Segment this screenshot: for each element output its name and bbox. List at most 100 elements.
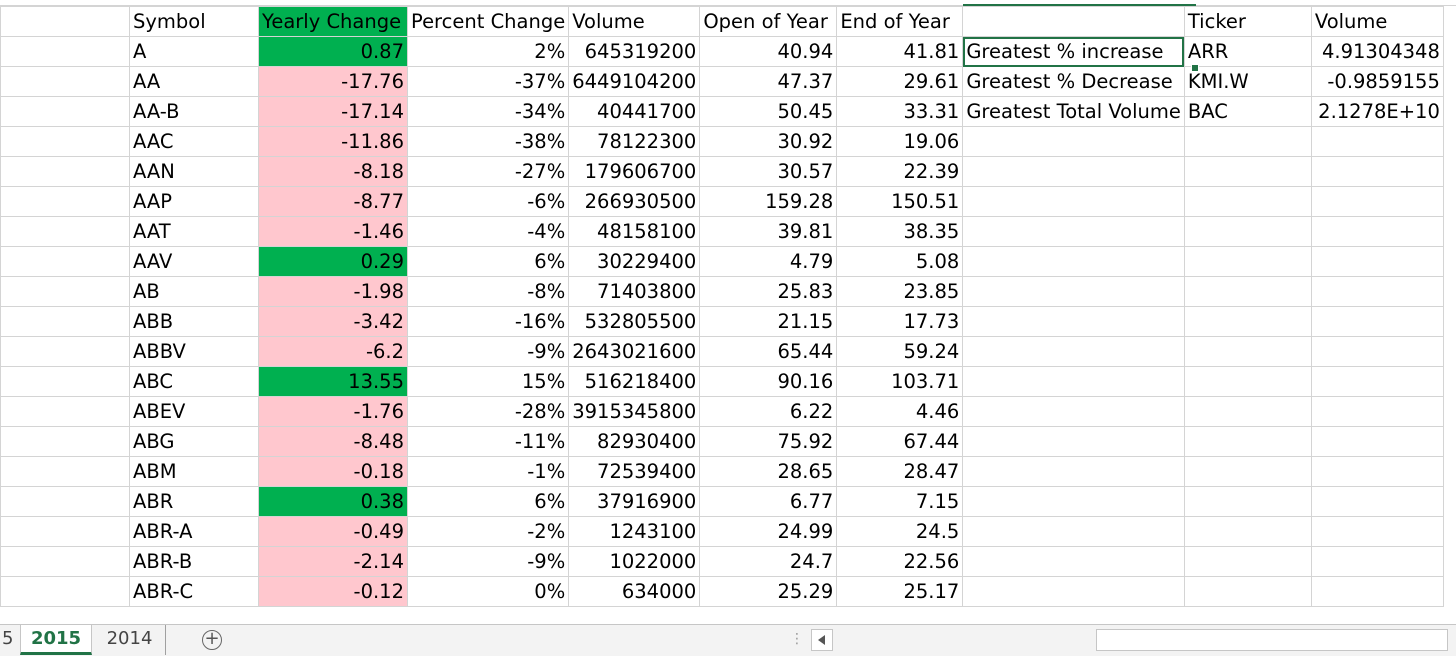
open-of-year-cell[interactable]: 50.45 <box>699 96 838 127</box>
symbol-cell[interactable]: ABB <box>129 306 259 337</box>
open-of-year-cell[interactable]: 47.37 <box>699 66 838 97</box>
summary-ticker-cell[interactable]: BAC <box>1183 96 1312 127</box>
percent-change-cell[interactable]: -34% <box>406 96 570 127</box>
percent-change-cell[interactable]: -38% <box>406 126 570 157</box>
empty-cell[interactable] <box>962 516 1185 547</box>
percent-change-cell[interactable]: -11% <box>406 426 570 457</box>
volume-cell[interactable]: 30229400 <box>568 246 701 277</box>
empty-cell[interactable] <box>1183 366 1312 397</box>
open-of-year-cell[interactable]: 25.29 <box>699 576 838 607</box>
empty-cell[interactable] <box>0 426 130 457</box>
symbol-cell[interactable]: AAV <box>129 246 259 277</box>
empty-cell[interactable] <box>962 246 1185 277</box>
splitter-dots-icon[interactable]: ⋮ <box>790 631 804 647</box>
empty-cell[interactable] <box>1310 216 1444 247</box>
end-of-year-cell[interactable]: 7.15 <box>836 486 964 517</box>
summary-value-cell[interactable]: 2.1278E+10 <box>1310 96 1444 127</box>
volume-cell[interactable]: 82930400 <box>568 426 701 457</box>
percent-change-cell[interactable]: 2% <box>406 36 570 67</box>
empty-cell[interactable] <box>1183 456 1312 487</box>
volume-cell[interactable]: 78122300 <box>568 126 701 157</box>
empty-cell[interactable] <box>0 246 130 277</box>
symbol-cell[interactable]: AA-B <box>129 96 259 127</box>
yearly-change-cell[interactable]: -2.14 <box>258 546 408 577</box>
open-of-year-cell[interactable]: 90.16 <box>699 366 838 397</box>
empty-cell[interactable] <box>1310 576 1444 607</box>
volume-cell[interactable]: 71403800 <box>568 276 701 307</box>
empty-cell[interactable] <box>0 366 130 397</box>
empty-cell[interactable] <box>1183 426 1312 457</box>
empty-cell[interactable] <box>0 306 130 337</box>
yearly-change-cell[interactable]: -1.98 <box>258 276 408 307</box>
empty-cell[interactable] <box>1183 486 1312 517</box>
empty-cell[interactable] <box>1183 546 1312 577</box>
yearly-change-cell[interactable]: 0.29 <box>258 246 408 277</box>
empty-cell[interactable] <box>1310 126 1444 157</box>
yearly-change-cell[interactable]: -1.76 <box>258 396 408 427</box>
summary-label-cell[interactable]: Greatest % increase <box>962 36 1185 67</box>
empty-cell[interactable] <box>962 426 1185 457</box>
end-of-year-cell[interactable]: 103.71 <box>836 366 964 397</box>
empty-cell[interactable] <box>1183 246 1312 277</box>
symbol-cell[interactable]: AAN <box>129 156 259 187</box>
tab-2015[interactable]: 2015 <box>20 625 92 655</box>
empty-cell[interactable] <box>1310 156 1444 187</box>
percent-change-cell[interactable]: -1% <box>406 456 570 487</box>
open-of-year-cell[interactable]: 24.99 <box>699 516 838 547</box>
end-of-year-cell[interactable]: 22.39 <box>836 156 964 187</box>
empty-cell[interactable] <box>1310 486 1444 517</box>
empty-cell[interactable] <box>962 546 1185 577</box>
tab-2014[interactable]: 2014 <box>94 625 166 655</box>
percent-change-cell[interactable]: -37% <box>406 66 570 97</box>
symbol-cell[interactable]: AAT <box>129 216 259 247</box>
symbol-cell[interactable]: ABR-B <box>129 546 259 577</box>
empty-cell[interactable] <box>0 546 130 577</box>
empty-cell[interactable] <box>1310 186 1444 217</box>
empty-cell[interactable] <box>0 186 130 217</box>
end-of-year-cell[interactable]: 22.56 <box>836 546 964 577</box>
end-of-year-cell[interactable]: 33.31 <box>836 96 964 127</box>
end-of-year-cell[interactable]: 4.46 <box>836 396 964 427</box>
symbol-cell[interactable]: ABR <box>129 486 259 517</box>
empty-cell[interactable] <box>0 96 130 127</box>
empty-cell[interactable] <box>1183 336 1312 367</box>
empty-cell[interactable] <box>1310 396 1444 427</box>
symbol-cell[interactable]: ABR-A <box>129 516 259 547</box>
header-volume[interactable]: Volume <box>568 6 701 37</box>
empty-cell[interactable] <box>962 486 1185 517</box>
end-of-year-cell[interactable]: 25.17 <box>836 576 964 607</box>
percent-change-cell[interactable]: -27% <box>406 156 570 187</box>
empty-cell[interactable] <box>962 276 1185 307</box>
end-of-year-cell[interactable]: 28.47 <box>836 456 964 487</box>
end-of-year-cell[interactable]: 29.61 <box>836 66 964 97</box>
empty-cell[interactable] <box>1310 336 1444 367</box>
empty-cell[interactable] <box>1183 306 1312 337</box>
symbol-cell[interactable]: ABR-C <box>129 576 259 607</box>
volume-cell[interactable]: 516218400 <box>568 366 701 397</box>
empty-cell[interactable] <box>0 396 130 427</box>
symbol-cell[interactable]: ABBV <box>129 336 259 367</box>
header-open-of-year[interactable]: Open of Year <box>699 6 838 37</box>
percent-change-cell[interactable]: 6% <box>406 246 570 277</box>
open-of-year-cell[interactable]: 75.92 <box>699 426 838 457</box>
empty-cell[interactable] <box>1183 396 1312 427</box>
empty-cell[interactable] <box>962 576 1185 607</box>
empty-cell[interactable] <box>1310 246 1444 277</box>
symbol-cell[interactable]: AAC <box>129 126 259 157</box>
yearly-change-cell[interactable]: 13.55 <box>258 366 408 397</box>
header-symbol[interactable]: Symbol <box>129 6 259 37</box>
symbol-cell[interactable]: AAP <box>129 186 259 217</box>
yearly-change-cell[interactable]: -8.18 <box>258 156 408 187</box>
volume-cell[interactable]: 179606700 <box>568 156 701 187</box>
empty-cell[interactable] <box>0 336 130 367</box>
percent-change-cell[interactable]: -9% <box>406 546 570 577</box>
volume-cell[interactable]: 1243100 <box>568 516 701 547</box>
volume-cell[interactable]: 40441700 <box>568 96 701 127</box>
end-of-year-cell[interactable]: 19.06 <box>836 126 964 157</box>
symbol-cell[interactable]: ABEV <box>129 396 259 427</box>
percent-change-cell[interactable]: -16% <box>406 306 570 337</box>
percent-change-cell[interactable]: 15% <box>406 366 570 397</box>
header-end-of-year[interactable]: End of Year <box>836 6 964 37</box>
empty-cell[interactable] <box>962 186 1185 217</box>
open-of-year-cell[interactable]: 65.44 <box>699 336 838 367</box>
